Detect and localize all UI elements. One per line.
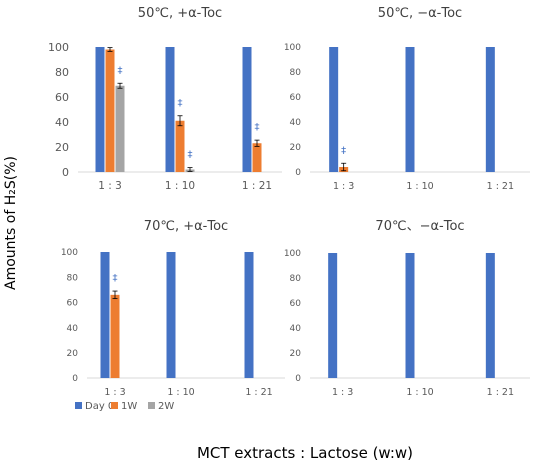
bar-day-0 <box>95 47 105 172</box>
bar-1w <box>175 120 185 172</box>
significance-marker: ‡ <box>113 273 118 284</box>
y-tick-label: 40 <box>67 324 79 334</box>
legend-swatch <box>75 402 82 409</box>
x-tick-label: 1 : 10 <box>165 180 195 192</box>
chart-panel-1: 50℃, +α-Toc 0 20 40 60 80 100 ‡ 1 : 3 ‡ ‡ 1 : 10 ‡ 1 … <box>48 6 282 192</box>
y-tick-label: 100 <box>48 41 69 54</box>
bar-day-0 <box>165 47 175 172</box>
bar-day-0 <box>244 252 254 378</box>
chart-title: 70℃, +α-Toc <box>144 219 228 234</box>
significance-marker: ‡ <box>188 150 193 161</box>
y-tick-label: 80 <box>67 273 79 283</box>
y-tick-label: 100 <box>284 43 301 53</box>
x-tick-label: 1 : 10 <box>406 387 433 398</box>
y-tick-label: 20 <box>55 141 69 154</box>
bar-1w <box>252 143 262 172</box>
bar-day-0 <box>328 253 338 378</box>
chart-panel-4: 70℃、−α-Toc 0 20 40 60 80 100 1 : 3 1 : 10 1 : 21 <box>284 219 530 398</box>
chart-panel-2: 50℃, −α-Toc 0 20 40 60 80 100 ‡ 1 : 3 1 : 10 1 : 2… <box>284 6 530 192</box>
legend-label: 1W <box>121 401 137 412</box>
bar-day-0 <box>485 253 495 378</box>
legend-swatch <box>111 402 118 409</box>
y-tick-label: 80 <box>290 274 302 284</box>
x-tick-label: 1 : 21 <box>245 387 272 398</box>
x-tick-label: 1 : 10 <box>406 181 433 192</box>
bar-day-0 <box>405 47 415 172</box>
y-tick-label: 20 <box>290 143 302 153</box>
y-tick-label: 80 <box>290 68 302 78</box>
legend-label: 2W <box>158 401 174 412</box>
bar-2w <box>115 85 125 172</box>
y-axis-label: Amounts of H₂S(%) <box>3 156 19 290</box>
x-tick-label: 1 : 3 <box>104 387 125 398</box>
x-tick-label: 1 : 3 <box>332 387 353 398</box>
legend-label: Day 0 <box>85 401 114 412</box>
x-tick-label: 1 : 21 <box>242 180 272 192</box>
y-tick-label: 0 <box>295 374 301 384</box>
significance-marker: ‡ <box>178 98 183 109</box>
y-tick-label: 40 <box>290 118 302 128</box>
y-tick-label: 60 <box>67 299 79 309</box>
y-tick-label: 100 <box>284 249 301 259</box>
bar-day-0 <box>242 47 252 172</box>
bar-day-0 <box>166 252 176 378</box>
x-tick-label: 1 : 21 <box>487 181 514 192</box>
x-tick-label: 1 : 10 <box>167 387 194 398</box>
significance-marker: ‡ <box>341 145 346 156</box>
legend: Day 0 1W 2W <box>75 401 174 412</box>
bar-day-0 <box>100 252 110 378</box>
bar-1w <box>105 49 115 172</box>
y-tick-label: 100 <box>61 248 78 258</box>
y-tick-label: 60 <box>290 93 302 103</box>
y-tick-label: 20 <box>290 349 302 359</box>
bar-day-0 <box>329 47 339 172</box>
significance-marker: ‡ <box>118 65 123 76</box>
x-tick-label: 1 : 21 <box>487 387 514 398</box>
y-tick-label: 20 <box>67 349 79 359</box>
bar-1w <box>110 294 120 378</box>
y-tick-label: 0 <box>62 166 69 179</box>
y-tick-label: 60 <box>55 91 69 104</box>
y-tick-label: 40 <box>55 116 69 129</box>
x-axis-label: MCT extracts : Lactose (w:w) <box>196 444 414 462</box>
legend-swatch <box>148 402 155 409</box>
y-tick-label: 0 <box>295 168 301 178</box>
chart-title: 50℃, −α-Toc <box>378 6 462 21</box>
chart-title: 70℃、−α-Toc <box>375 219 464 234</box>
x-tick-label: 1 : 3 <box>333 181 354 192</box>
x-tick-label: 1 : 3 <box>98 180 122 192</box>
y-tick-label: 40 <box>290 324 302 334</box>
y-tick-label: 0 <box>72 374 78 384</box>
chart-title: 50℃, +α-Toc <box>138 6 222 21</box>
chart-panel-3: 70℃, +α-Toc 0 20 40 60 80 100 ‡ 1 : 3 1 : 10 1 : 2… <box>61 219 285 398</box>
bar-day-0 <box>485 47 495 172</box>
y-tick-label: 80 <box>55 66 69 79</box>
y-tick-label: 60 <box>290 299 302 309</box>
bar-day-0 <box>405 253 415 378</box>
significance-marker: ‡ <box>255 122 260 133</box>
